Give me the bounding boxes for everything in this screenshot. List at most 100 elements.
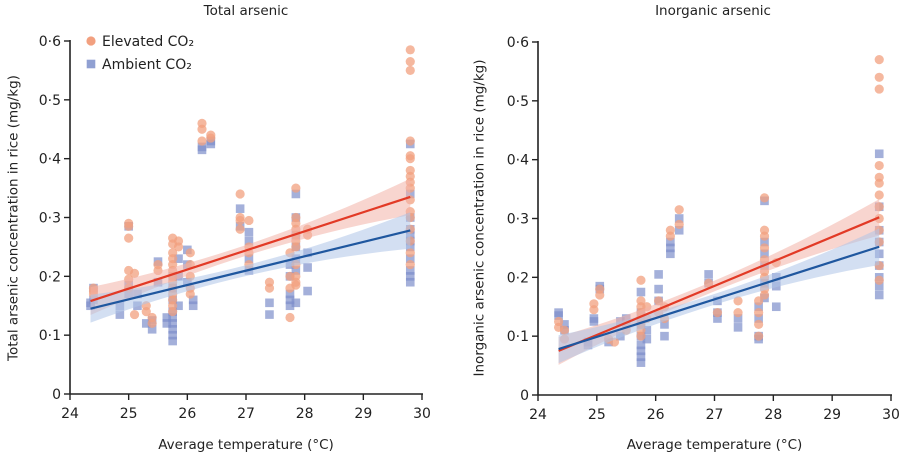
ambient-co2-point [141, 319, 151, 328]
elevated-co2-point [674, 219, 684, 229]
ambient-co2-point [874, 281, 884, 291]
elevated-co2-point [759, 231, 770, 241]
ambient-co2-point [235, 204, 245, 213]
ambient-co2-point [589, 317, 599, 326]
ambient-co2-point [674, 214, 684, 223]
ambient-co2-point [285, 295, 295, 305]
ambient-co2-point [754, 314, 763, 323]
elevated-co2-point [874, 178, 884, 188]
elevated-regression-line [90, 195, 411, 303]
x-tick-label: 25 [588, 407, 606, 423]
fit-layer [558, 199, 880, 365]
ambient-co2-point [291, 189, 301, 199]
points-layer [553, 55, 884, 367]
ambient-co2-point [636, 340, 646, 350]
y-tick-label: 0·3 [39, 211, 61, 227]
ambient-co2-point [760, 249, 769, 259]
x-tick-label: 28 [764, 407, 782, 423]
elevated-co2-point [244, 215, 254, 226]
y-tick-label: 0·6 [507, 35, 529, 51]
elevated-confidence-band [90, 178, 411, 316]
elevated-co2-point [754, 296, 764, 306]
elevated-co2-point [405, 56, 415, 67]
ambient-co2-point [636, 287, 646, 297]
y-tick-label: 0·4 [507, 153, 529, 169]
x-tick-label: 25 [120, 406, 138, 422]
ambient-co2-point [733, 323, 743, 332]
elevated-co2-point [291, 280, 301, 290]
ambient-co2-point [291, 298, 301, 308]
ambient-co2-point [265, 310, 274, 319]
chart-panel-2: Inorganic arsenic 0 0·1 0·2 0·3 0·4 0·5 0·6 24 25… [472, 3, 900, 453]
elevated-co2-point [754, 319, 764, 329]
ambient-co2-point [654, 284, 663, 294]
elevated-regression-line [558, 216, 880, 352]
elevated-co2-point [185, 289, 195, 299]
x-tick-label: 28 [296, 406, 314, 422]
chart-title: Inorganic arsenic [655, 3, 771, 19]
ambient-confidence-band [558, 228, 880, 364]
elevated-co2-point [559, 325, 570, 335]
ambient-co2-point [115, 310, 125, 319]
ambient-co2-point [554, 311, 563, 320]
y-tick-label: 0·4 [39, 152, 61, 168]
ambient-co2-point [285, 289, 295, 299]
ambient-regression-line [558, 245, 880, 351]
y-tick-label: 0·5 [507, 94, 529, 110]
ambient-co2-point [642, 334, 652, 344]
ambient-co2-point [760, 237, 769, 247]
ambient-co2-point [162, 313, 172, 322]
y-axis-label: Total arsenic concentration in rice (mg/… [6, 75, 22, 362]
legend: Elevated CO₂ Ambient CO₂ [86, 34, 194, 73]
ambient-co2-point [86, 301, 95, 311]
elevated-co2-point [235, 224, 245, 234]
x-axis-label: Average temperature (°C) [627, 437, 803, 453]
x-tick-label: 26 [647, 407, 665, 423]
elevated-co2-point [405, 154, 415, 164]
ambient-co2-point [666, 237, 675, 247]
elevated-co2-point [759, 290, 770, 300]
ambient-co2-point [244, 254, 254, 263]
elevated-co2-point [754, 331, 764, 341]
elevated-co2-point [285, 312, 295, 323]
ambient-co2-point [244, 227, 254, 237]
ambient-co2-point [704, 270, 713, 279]
elevated-co2-point [235, 215, 245, 226]
elevated-co2-point [264, 283, 275, 293]
ambient-co2-point [174, 301, 183, 311]
y-tick-label: 0·1 [507, 329, 529, 345]
elevated-co2-point [874, 190, 884, 200]
ambient-co2-point [244, 236, 254, 246]
elevated-co2-point [712, 308, 723, 318]
ambient-co2-point [303, 263, 312, 272]
ambient-co2-point [405, 272, 415, 281]
fit-layer [90, 178, 411, 323]
y-tick-label: 0 [520, 388, 529, 404]
ambient-co2-point [636, 352, 646, 362]
x-tick-label: 24 [529, 407, 547, 423]
elevated-co2-point [405, 136, 415, 146]
elevated-co2-point [141, 307, 151, 317]
x-tick-label: 27 [237, 406, 255, 422]
elevated-co2-point [147, 318, 157, 328]
chart-title: Total arsenic [203, 3, 289, 19]
ambient-co2-point [405, 266, 415, 275]
elevated-co2-point [733, 308, 743, 318]
elevated-co2-point [874, 160, 884, 171]
elevated-co2-point [129, 268, 140, 278]
ambient-co2-point [666, 249, 675, 259]
y-tick-label: 0·2 [507, 270, 529, 286]
ambient-co2-point [168, 324, 177, 334]
elevated-co2-point [235, 189, 245, 199]
elevated-co2-point [405, 45, 415, 55]
elevated-co2-point [124, 218, 134, 228]
y-tick-label: 0·5 [39, 93, 61, 109]
y-tick-label: 0·3 [507, 212, 529, 228]
legend-circle-marker [86, 36, 96, 46]
y-tick-label: 0 [52, 387, 61, 403]
elevated-co2-point [754, 308, 764, 318]
elevated-co2-point [405, 65, 415, 76]
x-axis-label: Average temperature (°C) [158, 437, 334, 453]
elevated-co2-point [124, 233, 134, 243]
